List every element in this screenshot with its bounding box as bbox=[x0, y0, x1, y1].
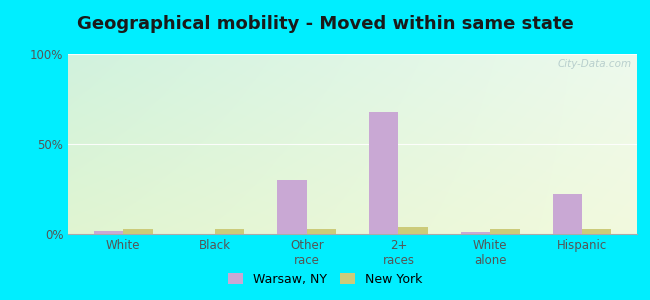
Bar bbox=[582, 229, 611, 234]
Bar bbox=[490, 229, 519, 234]
Bar bbox=[398, 227, 428, 234]
Bar bbox=[369, 112, 398, 234]
Bar bbox=[461, 232, 490, 234]
Text: Geographical mobility - Moved within same state: Geographical mobility - Moved within sam… bbox=[77, 15, 573, 33]
Bar bbox=[307, 229, 336, 234]
Legend: Warsaw, NY, New York: Warsaw, NY, New York bbox=[223, 268, 427, 291]
Bar bbox=[124, 229, 153, 234]
Bar bbox=[94, 231, 124, 234]
Bar bbox=[278, 180, 307, 234]
Bar bbox=[552, 194, 582, 234]
Text: City-Data.com: City-Data.com bbox=[557, 59, 631, 69]
Bar bbox=[215, 229, 244, 234]
